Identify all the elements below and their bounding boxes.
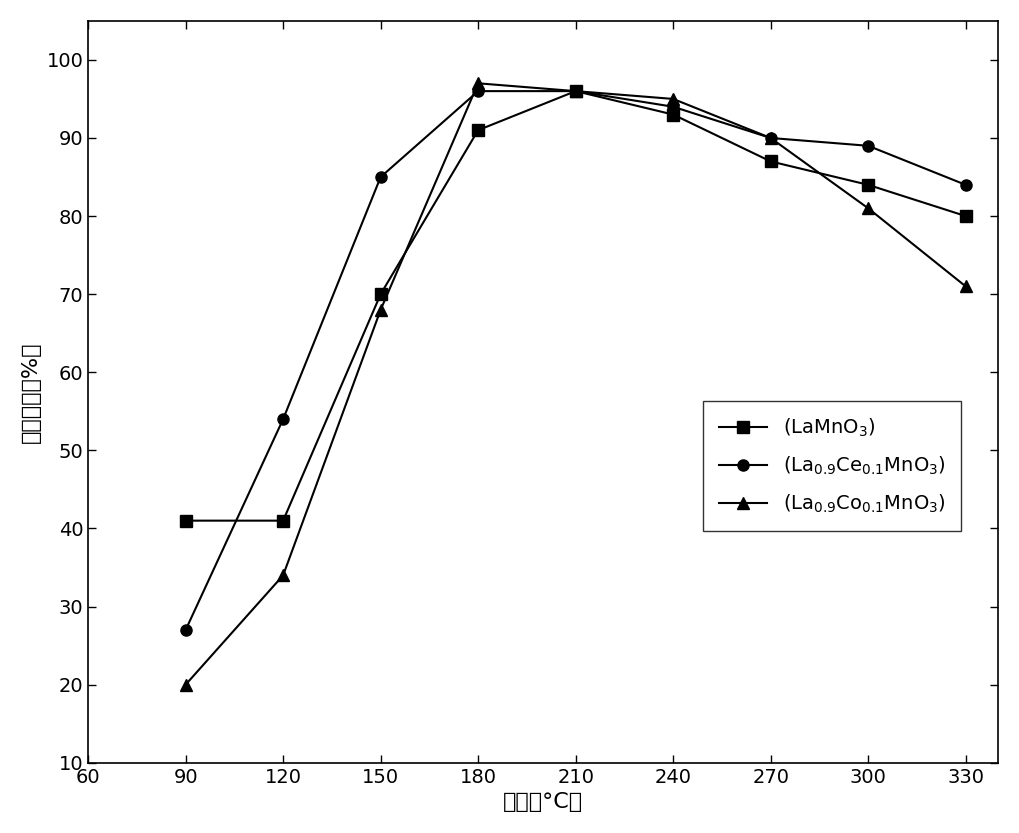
Line: (La$_{0.9}$Ce$_{0.1}$MnO$_3$): (La$_{0.9}$Ce$_{0.1}$MnO$_3$) bbox=[180, 86, 971, 636]
(LaMnO$_3$) bbox=[375, 289, 387, 299]
(La$_{0.9}$Ce$_{0.1}$MnO$_3$) bbox=[960, 180, 972, 190]
(La$_{0.9}$Co$_{0.1}$MnO$_3$) bbox=[570, 86, 582, 96]
(La$_{0.9}$Ce$_{0.1}$MnO$_3$) bbox=[277, 414, 289, 424]
(LaMnO$_3$) bbox=[960, 211, 972, 221]
(La$_{0.9}$Ce$_{0.1}$MnO$_3$) bbox=[375, 172, 387, 182]
(La$_{0.9}$Ce$_{0.1}$MnO$_3$) bbox=[179, 625, 192, 635]
(LaMnO$_3$) bbox=[570, 86, 582, 96]
(La$_{0.9}$Co$_{0.1}$MnO$_3$) bbox=[667, 94, 680, 104]
(LaMnO$_3$) bbox=[472, 125, 484, 135]
X-axis label: 温度（°C）: 温度（°C） bbox=[503, 792, 583, 812]
(La$_{0.9}$Co$_{0.1}$MnO$_3$) bbox=[179, 680, 192, 690]
(La$_{0.9}$Co$_{0.1}$MnO$_3$) bbox=[960, 282, 972, 292]
(La$_{0.9}$Co$_{0.1}$MnO$_3$) bbox=[862, 203, 874, 213]
(LaMnO$_3$) bbox=[862, 180, 874, 190]
Line: (LaMnO$_3$): (LaMnO$_3$) bbox=[180, 86, 971, 526]
(LaMnO$_3$) bbox=[667, 110, 680, 120]
(LaMnO$_3$) bbox=[179, 516, 192, 526]
(La$_{0.9}$Co$_{0.1}$MnO$_3$) bbox=[277, 571, 289, 581]
(La$_{0.9}$Ce$_{0.1}$MnO$_3$) bbox=[472, 86, 484, 96]
(La$_{0.9}$Ce$_{0.1}$MnO$_3$) bbox=[862, 141, 874, 151]
(LaMnO$_3$) bbox=[277, 516, 289, 526]
(La$_{0.9}$Ce$_{0.1}$MnO$_3$) bbox=[667, 102, 680, 112]
(LaMnO$_3$) bbox=[764, 157, 776, 167]
(La$_{0.9}$Ce$_{0.1}$MnO$_3$) bbox=[570, 86, 582, 96]
(La$_{0.9}$Co$_{0.1}$MnO$_3$) bbox=[375, 305, 387, 315]
Line: (La$_{0.9}$Co$_{0.1}$MnO$_3$): (La$_{0.9}$Co$_{0.1}$MnO$_3$) bbox=[180, 77, 971, 691]
(La$_{0.9}$Ce$_{0.1}$MnO$_3$) bbox=[764, 133, 776, 143]
Y-axis label: 脱硕效率（%）: 脱硕效率（%） bbox=[20, 341, 41, 442]
Legend: (LaMnO$_3$), (La$_{0.9}$Ce$_{0.1}$MnO$_3$), (La$_{0.9}$Co$_{0.1}$MnO$_3$): (LaMnO$_3$), (La$_{0.9}$Ce$_{0.1}$MnO$_3… bbox=[703, 402, 961, 531]
(La$_{0.9}$Co$_{0.1}$MnO$_3$) bbox=[764, 133, 776, 143]
(La$_{0.9}$Co$_{0.1}$MnO$_3$) bbox=[472, 78, 484, 88]
